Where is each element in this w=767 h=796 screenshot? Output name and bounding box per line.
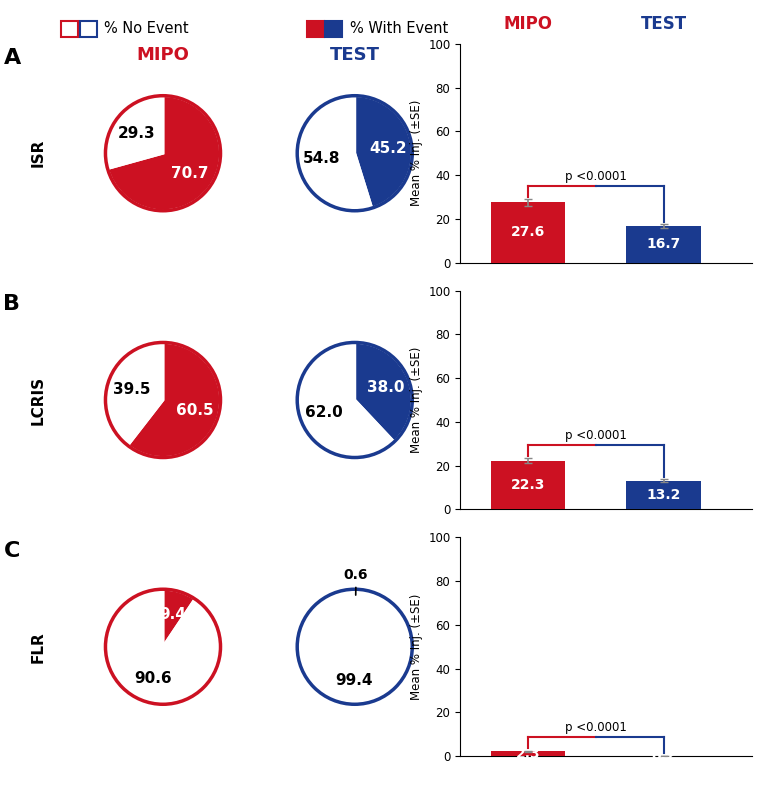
Wedge shape	[298, 342, 394, 458]
Title: MIPO: MIPO	[137, 46, 189, 64]
Text: ISR: ISR	[31, 139, 45, 167]
Text: 16.7: 16.7	[647, 237, 680, 252]
Text: 0.6: 0.6	[344, 568, 368, 595]
Bar	[627, 226, 701, 263]
Wedge shape	[163, 589, 195, 646]
Y-axis label: Mean % Inj. (±SE): Mean % Inj. (±SE)	[410, 347, 423, 453]
Text: C: C	[4, 541, 20, 561]
Text: MIPO: MIPO	[503, 15, 552, 33]
Wedge shape	[354, 96, 412, 209]
Text: 27.6: 27.6	[511, 225, 545, 240]
Text: 13.2: 13.2	[647, 488, 681, 502]
Text: % No Event: % No Event	[104, 21, 189, 36]
Wedge shape	[298, 96, 372, 211]
Text: 99.4: 99.4	[335, 673, 373, 688]
Wedge shape	[354, 342, 412, 442]
Text: 9.4: 9.4	[160, 607, 186, 622]
Text: p <0.0001: p <0.0001	[565, 170, 627, 182]
Wedge shape	[354, 589, 357, 646]
Text: p <0.0001: p <0.0001	[565, 428, 627, 442]
Wedge shape	[106, 589, 220, 704]
Bar	[325, 21, 342, 37]
Bar	[491, 461, 565, 509]
Bar	[491, 202, 565, 263]
Text: 54.8: 54.8	[303, 150, 341, 166]
Text: 29.3: 29.3	[117, 126, 155, 141]
Text: LCRIS: LCRIS	[31, 376, 45, 424]
Text: TEST: TEST	[640, 15, 686, 33]
Text: 45.2: 45.2	[369, 141, 407, 156]
Y-axis label: Mean % Inj. (±SE): Mean % Inj. (±SE)	[410, 100, 423, 206]
Wedge shape	[128, 342, 220, 458]
Wedge shape	[106, 342, 163, 446]
Title: TEST: TEST	[330, 46, 380, 64]
Text: 90.6: 90.6	[134, 671, 172, 686]
Text: p <0.0001: p <0.0001	[565, 721, 627, 734]
Text: 0.2: 0.2	[651, 749, 676, 763]
Y-axis label: Mean % Inj. (±SE): Mean % Inj. (±SE)	[410, 594, 423, 700]
Wedge shape	[107, 96, 220, 211]
Bar	[627, 481, 701, 509]
Text: 22.3: 22.3	[511, 478, 545, 492]
Bar	[80, 21, 97, 37]
Wedge shape	[106, 96, 163, 169]
Text: 2.3: 2.3	[515, 747, 540, 761]
Wedge shape	[297, 589, 412, 704]
Text: 70.7: 70.7	[171, 166, 209, 181]
Text: % With Event: % With Event	[350, 21, 448, 36]
Text: 62.0: 62.0	[304, 405, 343, 419]
Text: 39.5: 39.5	[113, 382, 150, 396]
Bar	[307, 21, 324, 37]
Text: 38.0: 38.0	[367, 380, 404, 395]
Text: A: A	[4, 48, 21, 68]
Bar	[491, 751, 565, 756]
Text: FLR: FLR	[31, 631, 45, 662]
Text: B: B	[4, 295, 21, 314]
Bar	[61, 21, 78, 37]
Text: 60.5: 60.5	[176, 404, 213, 418]
